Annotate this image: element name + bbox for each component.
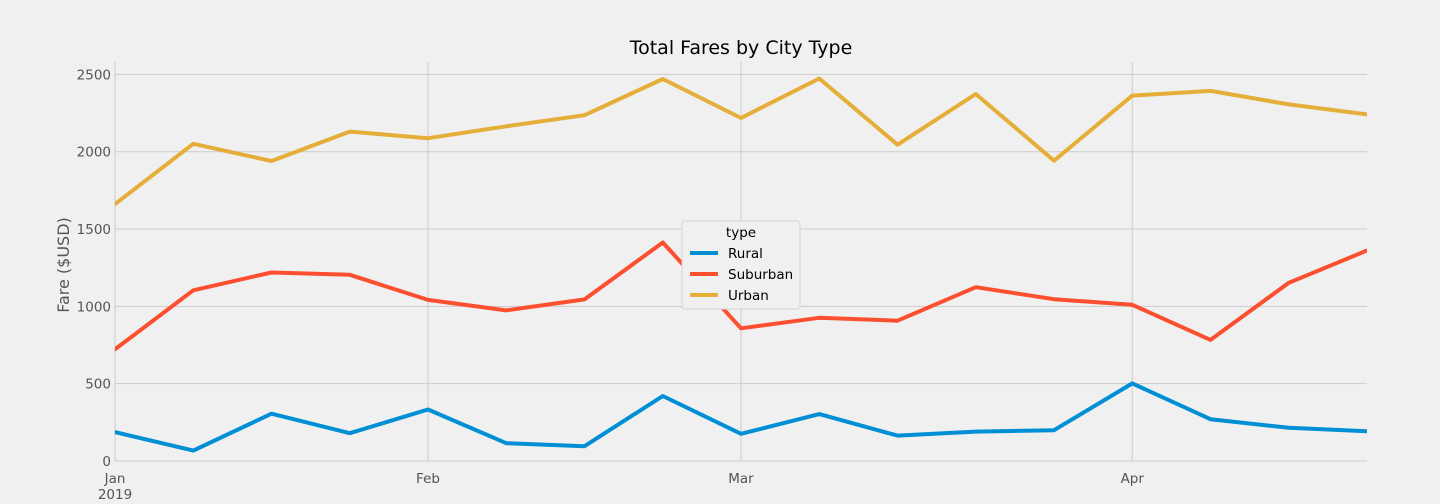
x-tick-label: Mar — [728, 471, 754, 487]
legend-label-urban: Urban — [728, 288, 769, 304]
y-tick-label: 2000 — [77, 145, 111, 161]
chart-title: Total Fares by City Type — [629, 37, 853, 59]
series — [115, 76, 1367, 453]
x-tick-sublabel: 2019 — [98, 487, 132, 503]
x-tick-label: Jan — [104, 471, 126, 487]
x-tick-label: Apr — [1121, 471, 1145, 487]
y-tick-label: 1500 — [77, 222, 111, 238]
y-tick-label: 0 — [102, 454, 111, 470]
series-line-urban — [115, 76, 1367, 207]
legend-items: Rural Suburban Urban — [690, 246, 793, 304]
legend-label-suburban: Suburban — [728, 267, 793, 283]
legend-title: type — [726, 225, 756, 241]
series-line-suburban — [115, 240, 1367, 352]
y-axis-label: Fare ($USD) — [54, 217, 73, 313]
series-line-rural — [115, 381, 1367, 453]
y-tick-label: 1000 — [77, 299, 111, 315]
y-tick-label: 500 — [85, 377, 111, 393]
y-tick-label: 2500 — [77, 67, 111, 83]
x-tick-label: Feb — [416, 471, 440, 487]
legend: type Rural Suburban Urban — [681, 220, 801, 310]
legend-label-rural: Rural — [728, 246, 763, 262]
y-axis-ticks: 0 500 1000 1500 2000 2500 — [77, 67, 111, 470]
legend-frame — [681, 220, 801, 310]
